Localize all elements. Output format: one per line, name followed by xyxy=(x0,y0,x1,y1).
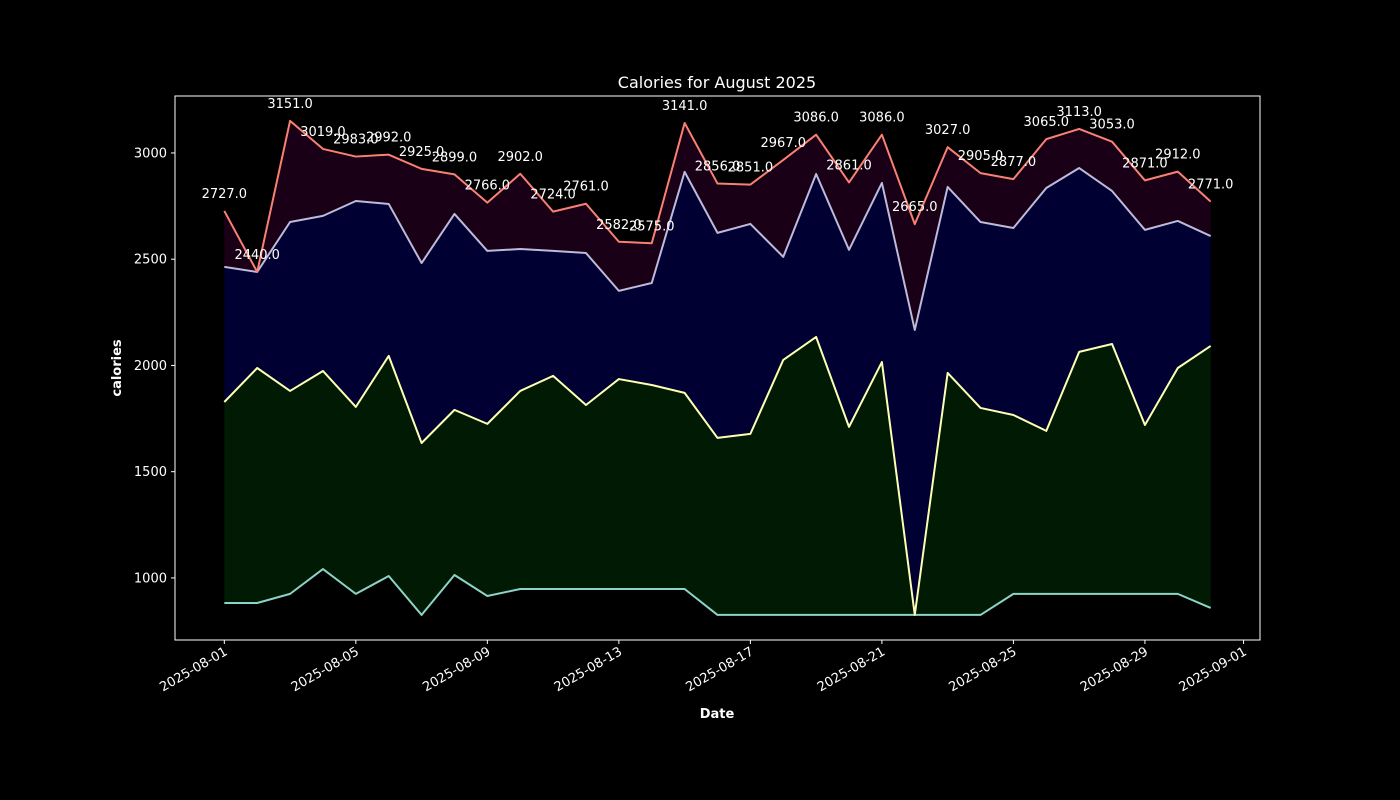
data-label: 3113.0 xyxy=(1056,105,1102,120)
area-fill-3 xyxy=(224,120,1211,330)
data-label: 2902.0 xyxy=(497,150,543,165)
data-label: 2912.0 xyxy=(1155,148,1201,163)
data-label: 2871.0 xyxy=(1122,156,1168,171)
data-label: 2761.0 xyxy=(563,180,609,195)
x-tick-label: 2025-08-25 xyxy=(946,644,1019,695)
data-label: 3019.0 xyxy=(300,125,346,140)
data-label: 2771.0 xyxy=(1188,178,1234,193)
data-label: 2665.0 xyxy=(892,200,938,215)
y-tick-label: 1000 xyxy=(134,571,167,586)
y-tick-label: 2500 xyxy=(134,253,167,268)
data-label: 2877.0 xyxy=(991,155,1037,170)
series-line-0 xyxy=(224,568,1212,616)
x-tick-label: 2025-08-01 xyxy=(157,644,230,695)
x-tick-label: 2025-08-09 xyxy=(420,644,493,695)
x-axis-label: Date xyxy=(700,707,735,722)
series-line-3 xyxy=(223,119,1212,273)
x-tick-label: 2025-08-29 xyxy=(1078,644,1151,695)
chart-title: Calories for August 2025 xyxy=(618,73,816,92)
data-label: 3053.0 xyxy=(1089,118,1135,133)
data-label: 2861.0 xyxy=(826,158,872,173)
data-label: 2983.0 xyxy=(333,133,379,148)
x-tick-label: 2025-08-17 xyxy=(683,644,756,695)
data-label: 2967.0 xyxy=(761,136,807,151)
data-label: 2905.0 xyxy=(958,149,1004,164)
data-label: 3141.0 xyxy=(662,99,708,114)
x-tick-label: 2025-08-21 xyxy=(815,644,888,695)
data-label: 2856.0 xyxy=(695,160,741,175)
data-label: 2851.0 xyxy=(728,161,774,176)
plot-frame xyxy=(174,95,1261,641)
x-tick-label: 2025-08-05 xyxy=(289,644,362,695)
data-label: 2766.0 xyxy=(465,179,511,194)
series-line-1 xyxy=(223,335,1212,616)
data-label: 3027.0 xyxy=(925,123,971,138)
data-label: 3086.0 xyxy=(793,111,839,126)
area-fill-2 xyxy=(224,168,1211,615)
data-label: 2727.0 xyxy=(202,187,248,202)
data-label: 2724.0 xyxy=(530,188,576,203)
area-fill-1 xyxy=(224,336,1211,615)
data-label: 3151.0 xyxy=(267,97,313,112)
y-tick-label: 2000 xyxy=(134,359,167,374)
data-label: 2582.0 xyxy=(596,218,642,233)
y-tick-label: 3000 xyxy=(134,146,167,161)
y-axis-label: calories xyxy=(110,339,125,397)
data-label: 3086.0 xyxy=(859,111,905,126)
data-label: 2899.0 xyxy=(432,150,478,165)
x-tick-label: 2025-08-13 xyxy=(552,644,625,695)
data-label: 2440.0 xyxy=(234,248,280,263)
plot-area: 2727.0 2440.0 3151.0 3019.02983.02992.02925… xyxy=(134,95,1261,695)
data-label: 2925.0 xyxy=(399,145,445,160)
data-label: 2575.0 xyxy=(629,219,675,234)
series-line-2 xyxy=(224,167,1212,331)
x-tick-label: 2025-09-01 xyxy=(1177,644,1250,695)
data-label: 2992.0 xyxy=(366,131,412,146)
data-label: 3065.0 xyxy=(1024,115,1070,130)
y-tick-label: 1500 xyxy=(134,465,167,480)
